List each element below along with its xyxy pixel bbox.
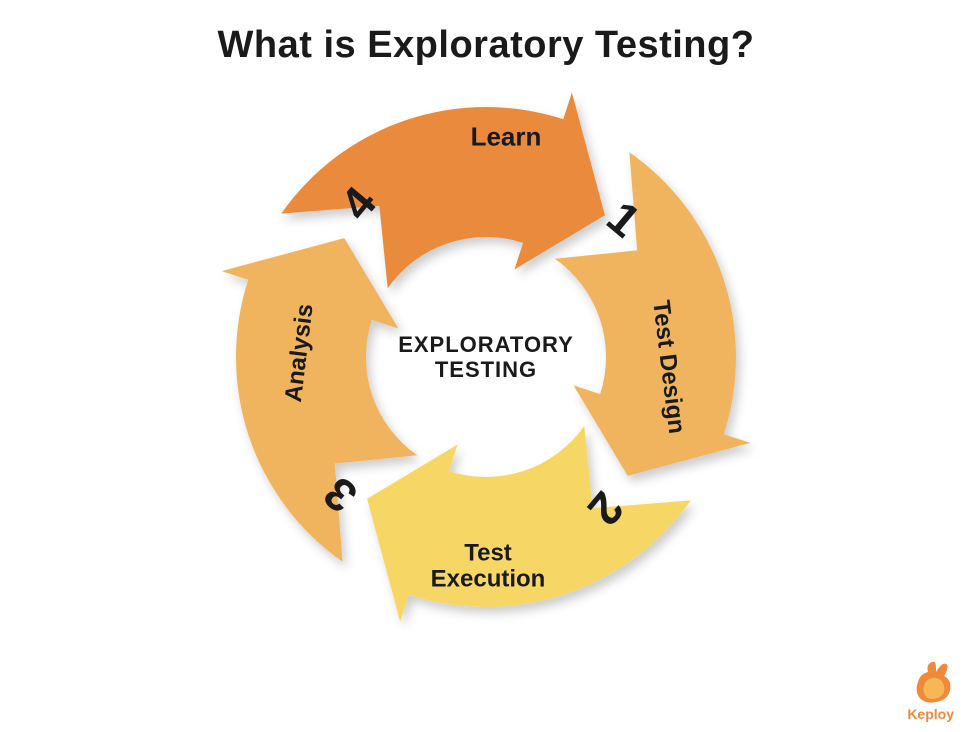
segment-label-1: Learn (471, 123, 542, 152)
cycle-diagram: EXPLORATORY TESTING Learn1Test Design2Te… (206, 77, 766, 637)
center-label-line2: TESTING (435, 357, 537, 382)
segment-label-3: Test Execution (431, 541, 546, 594)
brand-name: Keploy (907, 706, 954, 722)
page-title: What is Exploratory Testing? (0, 24, 972, 67)
brand-logo: Keploy (907, 660, 954, 722)
center-label-line1: EXPLORATORY (398, 332, 574, 357)
